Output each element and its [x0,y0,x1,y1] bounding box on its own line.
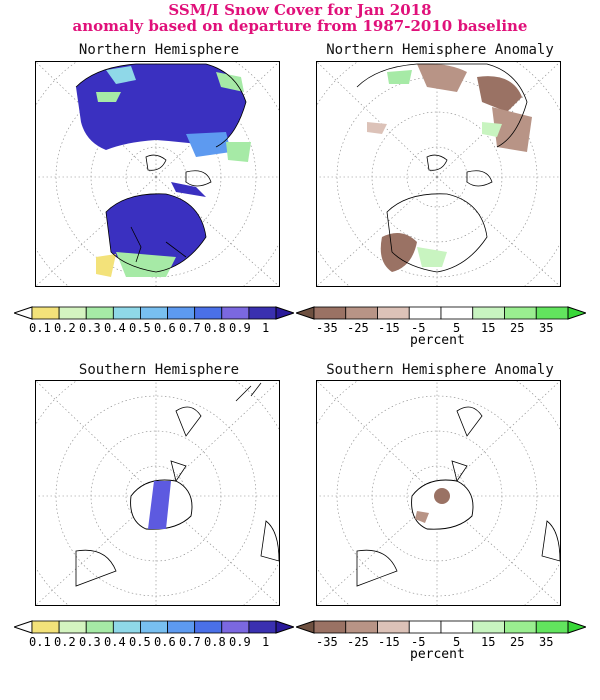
tick-label: 0.7 [179,321,201,335]
colorbar-swatch [440,306,474,320]
colorbar-swatch [313,620,347,634]
tick-label: 0.5 [129,321,151,335]
colorbar-arrow-right [275,306,294,320]
tick-label: 0.9 [229,321,251,335]
colorbar-arrow-right [275,620,294,634]
sh-cover-colorbar [14,620,294,660]
nh-anomaly-colorbar [296,306,586,346]
tick-label: 0.4 [104,635,126,649]
colorbar-swatch [112,620,141,634]
tick-label: 0.5 [129,635,151,649]
tick-label: 0.1 [29,321,51,335]
tick-label: -25 [347,635,369,649]
colorbar-swatch [221,620,250,634]
colorbar-swatch [167,620,196,634]
colorbar-swatch [313,306,347,320]
tick-label: 0.8 [204,321,226,335]
colorbar-swatch [248,620,277,634]
tick-label: -5 [411,321,426,335]
colorbar-arrow-left [296,306,315,320]
sh-anomaly-unit: percent [410,647,465,662]
tick-label: 0.6 [154,635,176,649]
tick-label: 0.3 [79,321,101,335]
colorbar-swatch [85,306,114,320]
tick-label: -25 [347,321,369,335]
colorbar-swatch [472,620,505,634]
colorbar-arrow-right [567,620,586,634]
tick-label: 1 [262,321,270,335]
colorbar-swatch [377,620,410,634]
colorbar-swatch [112,306,141,320]
tick-label: -35 [316,321,338,335]
colorbar-swatch [535,620,569,634]
colorbar-swatch [440,620,474,634]
tick-label: 0.7 [179,635,201,649]
colorbar-swatch [31,306,60,320]
sh-anomaly-panel-title: Southern Hemisphere Anomaly [326,362,554,378]
colorbar-swatch [535,306,569,320]
colorbar-swatch [472,306,505,320]
tick-label: 15 [481,321,496,335]
colorbar-swatch [85,620,114,634]
nh-anomaly-map [316,61,561,287]
colorbar-swatch [408,306,442,320]
tick-label: 25 [510,635,525,649]
colorbar-swatch [58,306,87,320]
tick-label: -35 [316,635,338,649]
figure-title: SSM/I Snow Cover for Jan 2018 [168,1,432,19]
figure-subtitle: anomaly based on departure from 1987-201… [72,17,528,35]
colorbar-arrow-left [14,306,33,320]
colorbar-swatch [377,306,410,320]
tick-label: 0.2 [54,635,76,649]
tick-label: 5 [453,635,461,649]
nh-anomaly-unit: percent [410,333,465,348]
tick-label: 5 [453,321,461,335]
sh-panel-title: Southern Hemisphere [78,362,240,378]
tick-label: 0.3 [79,635,101,649]
colorbar-swatch [248,306,277,320]
tick-label: 0.4 [104,321,126,335]
tick-label: 0.2 [54,321,76,335]
colorbar-swatch [194,306,223,320]
tick-label: 15 [481,635,496,649]
tick-label: 25 [510,321,525,335]
colorbar-swatch [58,620,87,634]
colorbar-arrow-left [296,620,315,634]
colorbar-swatch [504,620,537,634]
nh-cover-colorbar [14,306,294,346]
colorbar-swatch [345,620,378,634]
colorbar-swatch [31,620,60,634]
colorbar-swatch [140,306,168,320]
sh-snow-cover-map [35,380,280,606]
tick-label: 1 [262,635,270,649]
colorbar-swatch [345,306,378,320]
tick-label: 0.1 [29,635,51,649]
colorbar-swatch [194,620,223,634]
tick-label: -15 [378,635,400,649]
nh-snow-cover-map [35,61,280,287]
tick-label: -15 [378,321,400,335]
colorbar-arrow-left [14,620,33,634]
sh-anomaly-map [316,380,561,606]
tick-label: 35 [539,321,554,335]
colorbar-swatch [408,620,442,634]
tick-label: 0.6 [154,321,176,335]
nh-anomaly-panel-title: Northern Hemisphere Anomaly [326,42,554,58]
colorbar-swatch [504,306,537,320]
tick-label: 35 [539,635,554,649]
tick-label: 0.9 [229,635,251,649]
colorbar-arrow-right [567,306,586,320]
tick-label: -5 [411,635,426,649]
colorbar-swatch [221,306,250,320]
colorbar-swatch [140,620,168,634]
tick-label: 0.8 [204,635,226,649]
sh-anomaly-colorbar [296,620,586,660]
nh-panel-title: Northern Hemisphere [78,42,240,58]
colorbar-swatch [167,306,196,320]
